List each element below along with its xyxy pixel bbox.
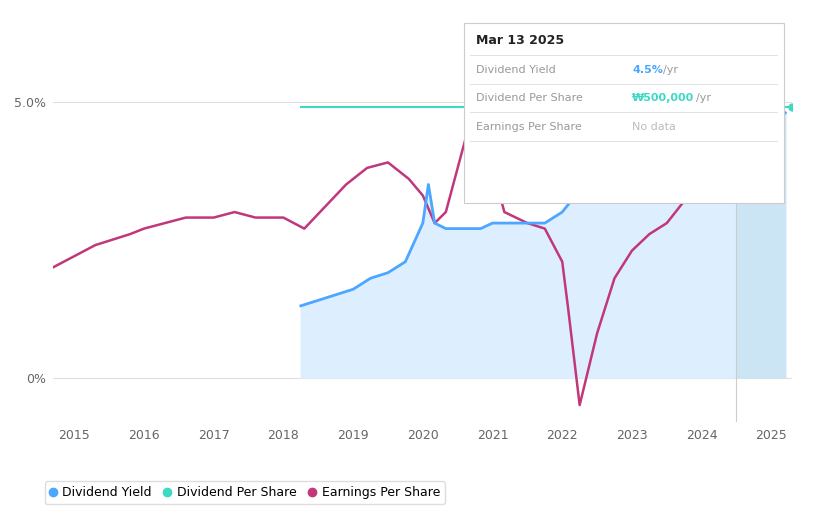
Text: No data: No data (632, 121, 676, 132)
Text: Mar 13 2025: Mar 13 2025 (476, 34, 564, 47)
Text: Dividend Per Share: Dividend Per Share (476, 93, 583, 103)
Text: Dividend Yield: Dividend Yield (476, 65, 556, 75)
Text: Past: Past (740, 80, 764, 90)
Text: /yr: /yr (663, 65, 678, 75)
Text: ₩500,000: ₩500,000 (632, 93, 695, 103)
Legend: Dividend Yield, Dividend Per Share, Earnings Per Share: Dividend Yield, Dividend Per Share, Earn… (45, 481, 445, 504)
Text: Earnings Per Share: Earnings Per Share (476, 121, 582, 132)
Text: 4.5%: 4.5% (632, 65, 663, 75)
Text: /yr: /yr (696, 93, 711, 103)
